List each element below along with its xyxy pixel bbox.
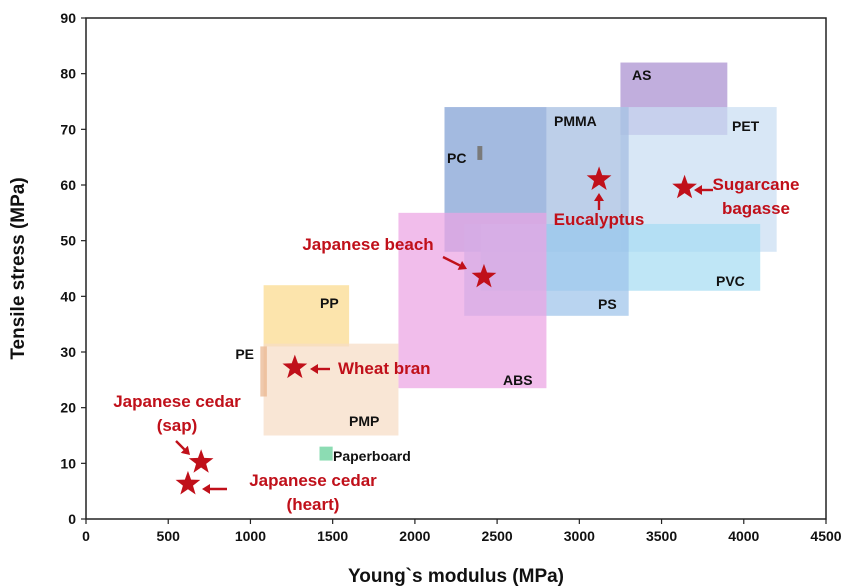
label-pmp: PMP [349,413,379,429]
region-paperboard [319,446,333,461]
y-tick-label: 0 [68,511,76,527]
label-japanese-beach: Japanese beach [302,235,433,254]
x-axis-title: Young`s modulus (MPa) [348,566,564,587]
region-abs [398,212,547,389]
label-pet: PET [732,118,760,134]
y-tick-label: 90 [60,10,76,26]
label-wheat-bran: Wheat bran [338,359,431,378]
material-labels: AS PET PMMA PC PVC PS ABS PP PMP PE Paperboard [235,67,759,464]
label-pmma: PMMA [554,113,597,129]
region-pe [260,346,267,397]
x-tick-label: 4000 [728,528,759,544]
label-as: AS [632,67,651,83]
axis-ticks: 0 500 1000 1500 2000 2500 3000 3500 4000 4500 0 10 2… [60,10,841,544]
x-tick-label: 4500 [810,528,841,544]
x-tick-label: 3500 [646,528,677,544]
x-tick-label: 2500 [482,528,513,544]
label-japanese-cedar-sap-line2: (sap) [157,416,198,435]
y-axis-title: Tensile stress (MPa) [8,177,29,359]
x-tick-label: 1500 [317,528,348,544]
region-pmp [263,343,399,436]
y-tick-label: 50 [60,233,76,249]
arrow-wheat-bran [310,364,330,374]
y-tick-label: 60 [60,177,76,193]
arrow-sugarcane-bagasse [694,185,713,195]
label-pvc: PVC [716,273,745,289]
label-eucalyptus: Eucalyptus [554,210,645,229]
y-tick-label: 70 [60,121,76,137]
label-ps: PS [598,296,617,312]
y-tick-label: 40 [60,288,76,304]
region-pp [263,285,350,347]
star-japanese-beach [471,263,497,288]
plot-border [85,17,827,520]
arrow-japanese-cedar-heart [202,484,227,494]
x-tick-label: 1000 [235,528,266,544]
arrow-japanese-beach [442,255,467,270]
label-sugarcane-bagasse-line1: Sugarcane [713,175,800,194]
label-japanese-cedar-sap-line1: Japanese cedar [113,392,241,411]
x-tick-label: 2000 [399,528,430,544]
label-japanese-cedar-heart-line1: Japanese cedar [249,471,377,490]
label-japanese-cedar-heart-line2: (heart) [287,495,340,514]
x-tick-label: 500 [157,528,181,544]
star-wheat-bran [282,354,308,379]
biomass-points: Japanese cedar (sap) Japanese cedar (heart)… [113,166,799,514]
y-tick-label: 80 [60,66,76,82]
x-tick-label: 3000 [564,528,595,544]
label-pe: PE [235,346,254,362]
arrow-eucalyptus [594,193,604,210]
label-pp: PP [320,295,339,311]
star-eucalyptus [586,166,612,190]
material-regions [260,62,777,461]
label-sugarcane-bagasse-line2: bagasse [722,199,790,218]
label-abs: ABS [503,372,533,388]
label-pc: PC [447,150,466,166]
label-paperboard: Paperboard [333,448,411,464]
y-tick-label: 20 [60,400,76,416]
arrow-japanese-cedar-sap [175,440,190,455]
plot-frame [85,17,827,520]
star-japanese-cedar-heart [175,470,201,495]
pc-marker [477,146,483,160]
star-sugarcane-bagasse [672,174,697,199]
star-japanese-cedar-sap [188,449,214,473]
x-tick-label: 0 [82,528,90,544]
y-tick-label: 30 [60,344,76,360]
y-tick-label: 10 [60,455,76,471]
